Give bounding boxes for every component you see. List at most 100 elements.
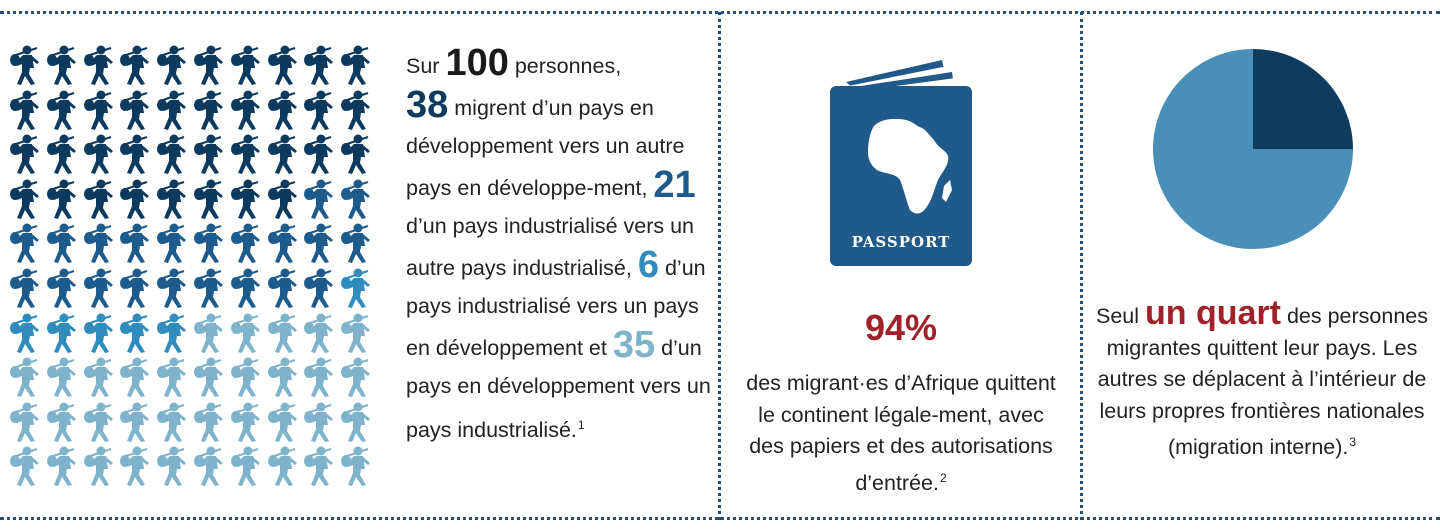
person-icon xyxy=(304,45,334,85)
person-icon xyxy=(304,223,334,264)
person-icon xyxy=(157,313,187,353)
person-icon xyxy=(10,357,39,398)
person-icon xyxy=(120,134,150,175)
stat3-body: des personnes migrantes quittent leur pa… xyxy=(1097,304,1428,459)
number-38: 38 xyxy=(406,83,449,126)
person-icon xyxy=(230,45,260,85)
person-icon xyxy=(230,179,260,219)
footnote-3: 3 xyxy=(1349,435,1357,449)
stat3-text: Seul un quart des personnes migrantes qu… xyxy=(1084,296,1440,464)
footnote-1: 1 xyxy=(577,417,585,432)
person-icon xyxy=(304,402,334,442)
person-icon xyxy=(341,90,371,130)
stat2-text: des migrant·es d’Afrique quittent le con… xyxy=(740,368,1062,499)
text1-part5: d’un pays industrialisé vers un pays en … xyxy=(406,255,706,360)
person-icon xyxy=(157,223,187,264)
person-icon xyxy=(341,179,371,219)
divider-1 xyxy=(718,12,721,520)
person-icon xyxy=(194,313,223,353)
person-icon xyxy=(10,268,39,308)
person-icon xyxy=(230,446,260,487)
person-icon xyxy=(46,446,76,487)
person-icon xyxy=(194,90,223,130)
person-icon xyxy=(341,134,371,175)
person-icon xyxy=(230,223,260,264)
person-icon xyxy=(83,134,113,175)
person-icon xyxy=(341,402,371,442)
person-icon xyxy=(267,446,297,487)
person-icon xyxy=(157,446,187,487)
person-icon xyxy=(341,45,371,85)
person-icon xyxy=(120,313,150,353)
person-icon xyxy=(46,134,76,175)
person-icon xyxy=(267,268,297,308)
person-icon xyxy=(83,179,113,219)
person-icon xyxy=(267,45,297,85)
text1-part2: personnes, xyxy=(508,54,622,78)
person-icon xyxy=(304,268,334,308)
person-icon xyxy=(157,179,187,219)
stat2-body: des migrant·es d’Afrique quittent le con… xyxy=(746,371,1056,495)
person-icon xyxy=(194,223,223,264)
text1-intro: Sur xyxy=(406,54,446,78)
person-icon xyxy=(267,313,297,353)
person-icon xyxy=(157,268,187,308)
person-icon xyxy=(83,313,113,353)
person-icon xyxy=(157,134,187,175)
person-icon xyxy=(120,357,150,398)
person-icon xyxy=(10,45,39,85)
pie-slice-rest xyxy=(1153,49,1353,249)
person-icon xyxy=(46,223,76,264)
person-icon xyxy=(230,313,260,353)
number-21: 21 xyxy=(653,163,696,206)
person-icon xyxy=(120,268,150,308)
person-icon xyxy=(83,45,113,85)
person-icon xyxy=(304,313,334,353)
person-icon xyxy=(267,134,297,175)
madagascar-shape xyxy=(942,180,952,202)
migration-flows-text: Sur 100 personnes, 38 migrent d’un pays e… xyxy=(406,44,716,449)
person-icon xyxy=(230,402,260,442)
pie-slices xyxy=(1153,49,1353,249)
person-icon xyxy=(230,357,260,398)
person-icon xyxy=(194,45,223,85)
text1-part6: d’un pays en développement vers un pays … xyxy=(406,335,711,442)
people-grid xyxy=(10,44,375,487)
person-icon xyxy=(10,223,39,264)
person-icon xyxy=(267,90,297,130)
africa-shape xyxy=(868,118,949,214)
person-icon xyxy=(341,446,371,487)
person-icon xyxy=(341,223,371,264)
person-icon xyxy=(83,90,113,130)
text1-part3: migrent d’un pays en développement vers … xyxy=(406,95,685,200)
person-icon xyxy=(230,134,260,175)
person-icon xyxy=(10,446,39,487)
person-icon xyxy=(120,223,150,264)
person-icon xyxy=(120,446,150,487)
person-icon xyxy=(230,90,260,130)
person-icon xyxy=(194,402,223,442)
person-icon xyxy=(157,45,187,85)
person-icon xyxy=(10,134,39,175)
person-icon xyxy=(83,223,113,264)
pie-slice-quarter xyxy=(1253,49,1353,149)
divider-2 xyxy=(1080,12,1083,520)
person-icon xyxy=(194,446,223,487)
person-icon xyxy=(83,357,113,398)
stat3-intro: Seul xyxy=(1095,304,1145,328)
passport-label: PASSPORT xyxy=(852,233,951,251)
person-icon xyxy=(120,90,150,130)
person-icon xyxy=(46,402,76,442)
un-quart-highlight: un quart xyxy=(1145,294,1281,332)
person-icon xyxy=(46,313,76,353)
person-icon xyxy=(267,223,297,264)
person-icon xyxy=(120,402,150,442)
person-icon xyxy=(46,268,76,308)
person-icon xyxy=(194,357,223,398)
person-icon xyxy=(194,179,223,219)
person-icon xyxy=(46,90,76,130)
person-icon xyxy=(83,268,113,308)
person-icon xyxy=(157,402,187,442)
number-6: 6 xyxy=(637,243,659,286)
person-icon xyxy=(120,45,150,85)
